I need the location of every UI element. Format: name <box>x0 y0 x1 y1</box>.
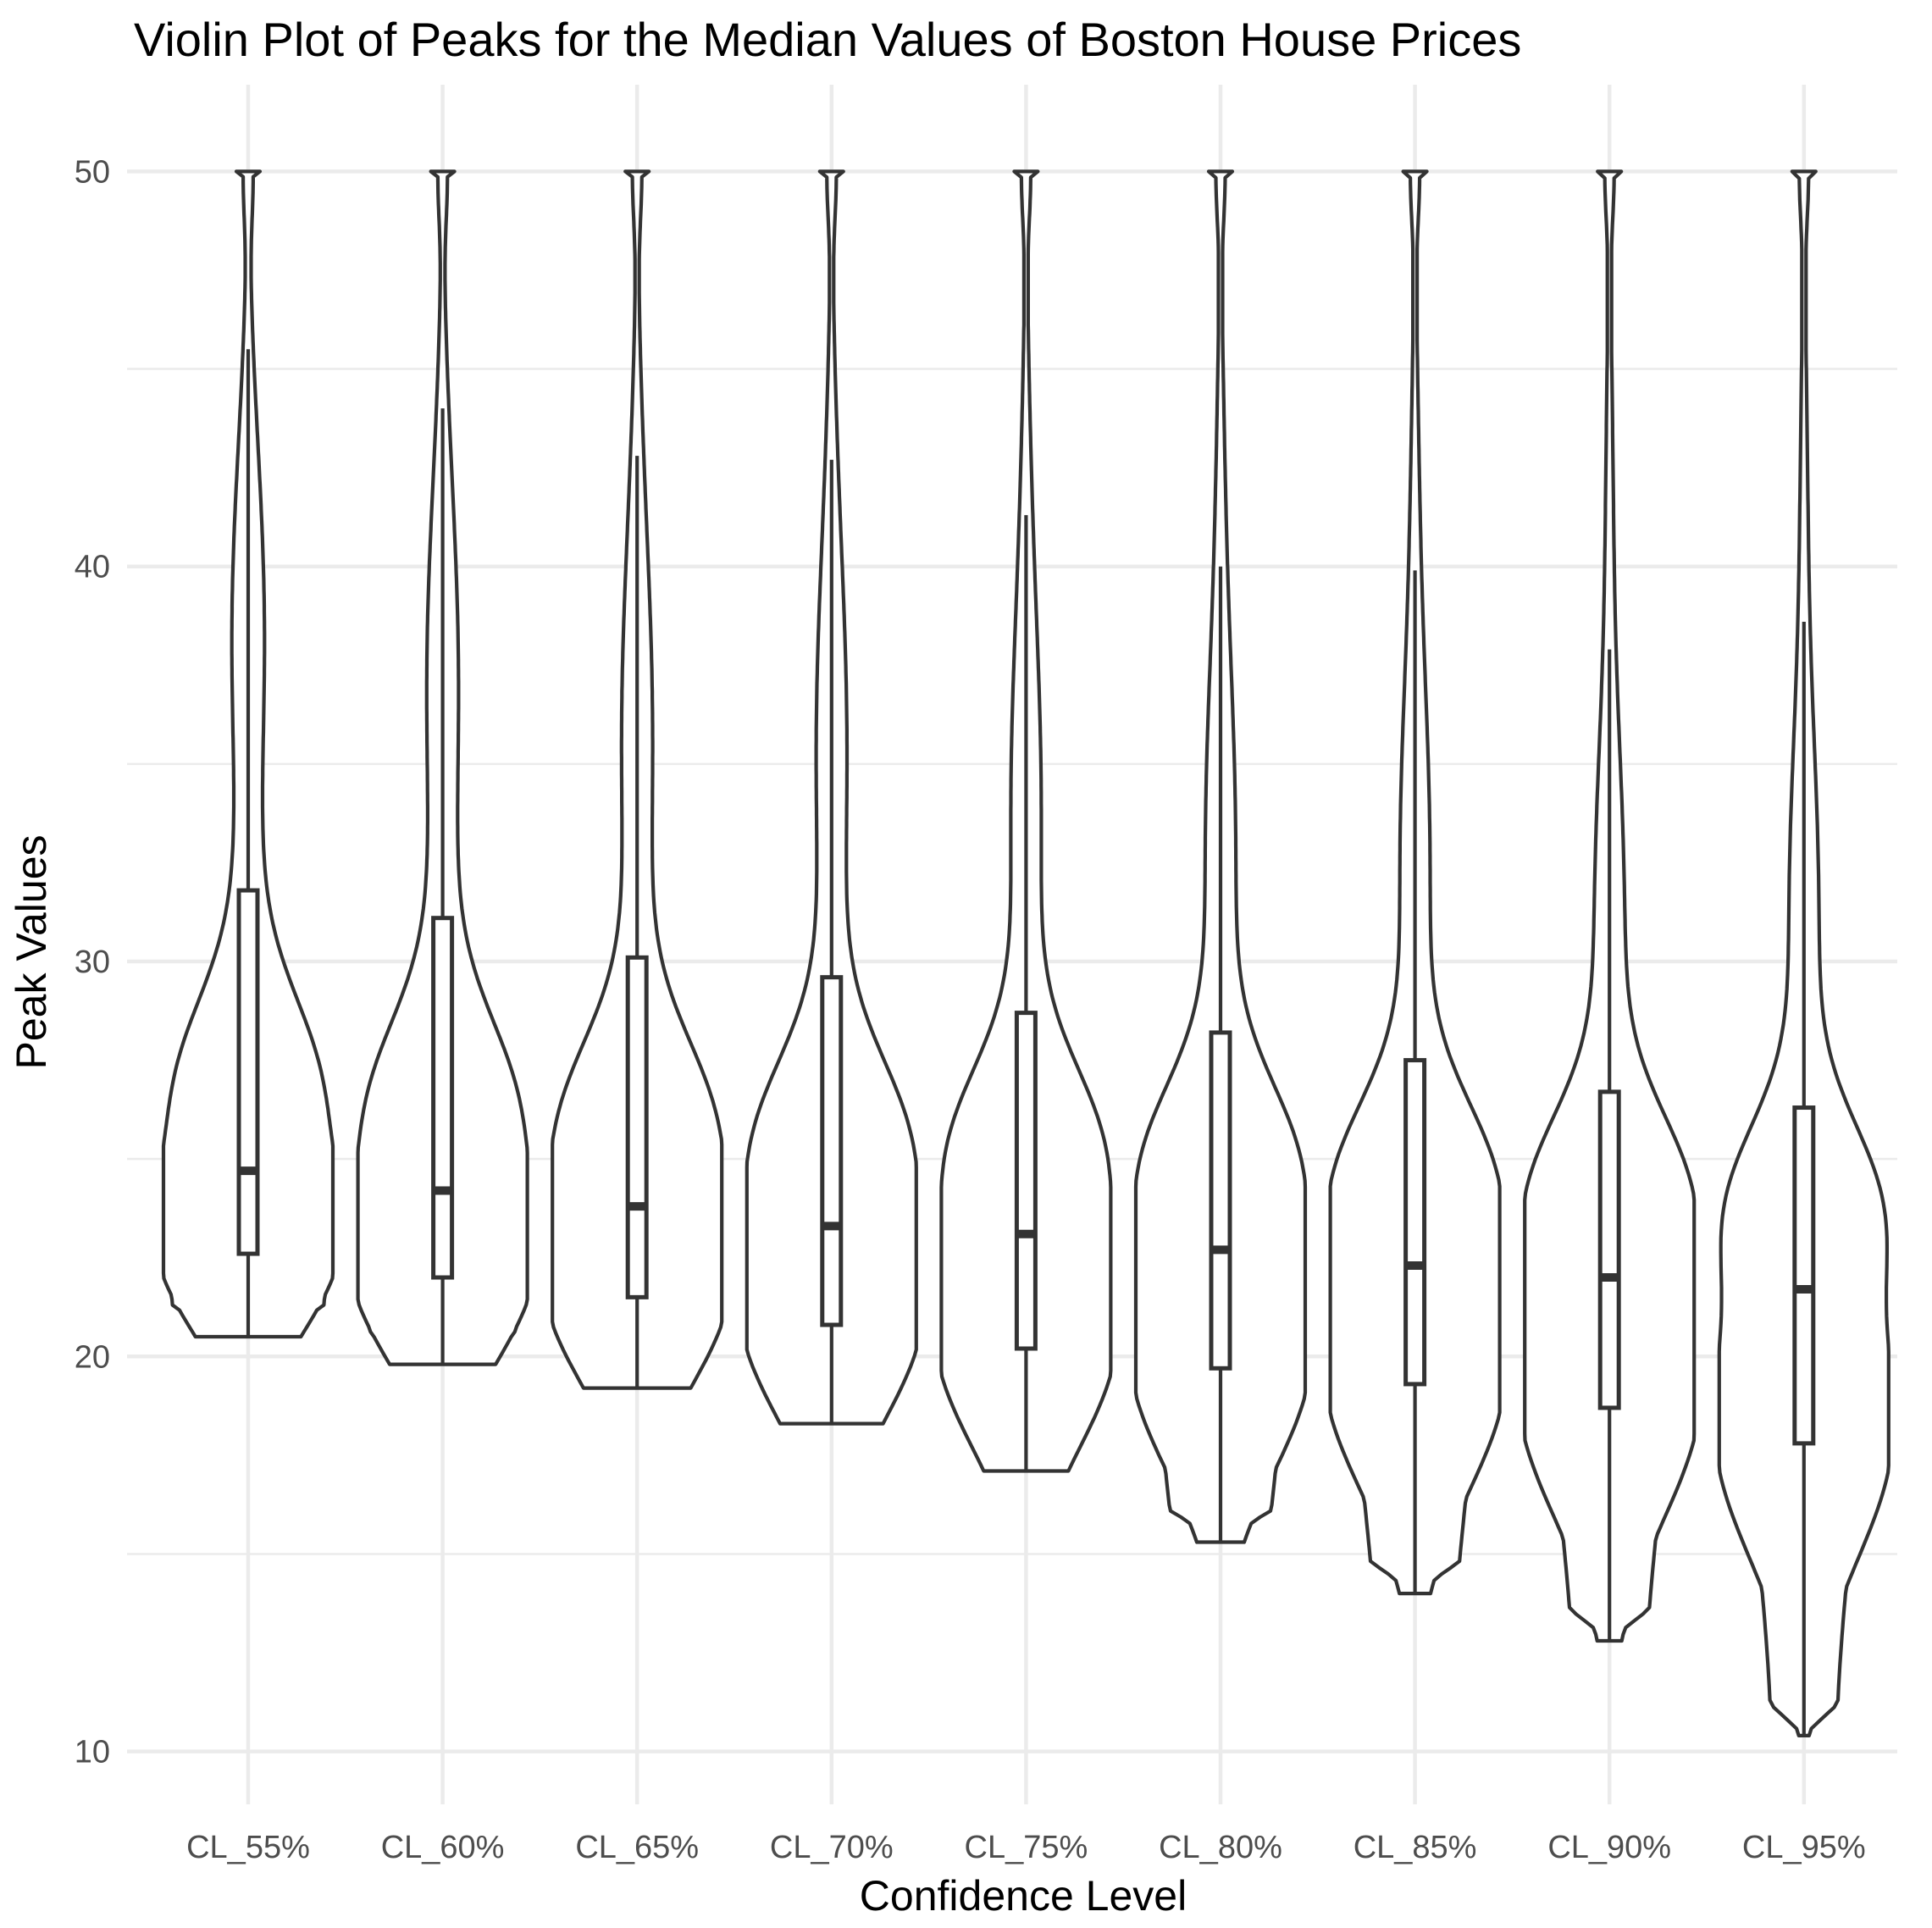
y-tick-label: 50 <box>75 154 110 190</box>
chart-title: Violin Plot of Peaks for the Median Valu… <box>134 13 1521 66</box>
x-tick-label: CL_75% <box>965 1830 1088 1865</box>
iqr-box <box>1014 1011 1038 1351</box>
x-tick-label: CL_65% <box>575 1830 699 1865</box>
x-tick-label: CL_70% <box>770 1830 894 1865</box>
x-tick-label: CL_95% <box>1742 1830 1866 1865</box>
y-axis-ticks: 10 20 30 40 50 <box>75 154 110 1770</box>
y-tick-label: 40 <box>75 550 110 585</box>
violin-group <box>1328 169 1502 1596</box>
violin-group <box>356 169 529 1366</box>
x-tick-label: CL_90% <box>1547 1830 1671 1865</box>
x-tick-label: CL_80% <box>1159 1830 1282 1865</box>
x-tick-label: CL_85% <box>1354 1830 1477 1865</box>
iqr-box <box>1597 1089 1621 1410</box>
violin-group <box>551 169 724 1390</box>
x-axis-title: Confidence Level <box>860 1872 1187 1920</box>
x-tick-label: CL_60% <box>381 1830 505 1865</box>
iqr-box <box>431 916 455 1280</box>
iqr-box <box>1209 1030 1232 1371</box>
violin-group <box>1523 169 1697 1643</box>
iqr-box <box>1792 1105 1816 1446</box>
violins <box>161 169 1890 1737</box>
violin-group <box>939 169 1113 1473</box>
iqr-box <box>820 975 844 1327</box>
violin-group <box>745 169 918 1426</box>
violin-group <box>161 169 335 1339</box>
y-tick-label: 30 <box>75 945 110 980</box>
iqr-box <box>236 888 260 1256</box>
iqr-box <box>625 955 649 1299</box>
iqr-box <box>1403 1058 1427 1387</box>
x-axis-ticks: CL_55% CL_60% CL_65% CL_70% CL_75% CL_80% CL_8… <box>186 1830 1866 1865</box>
y-tick-label: 10 <box>75 1735 110 1770</box>
violin-group <box>1717 169 1890 1737</box>
y-tick-label: 20 <box>75 1339 110 1375</box>
violin-group <box>1133 169 1308 1544</box>
y-axis-title: Peak Values <box>8 834 55 1069</box>
x-tick-label: CL_55% <box>186 1830 310 1865</box>
